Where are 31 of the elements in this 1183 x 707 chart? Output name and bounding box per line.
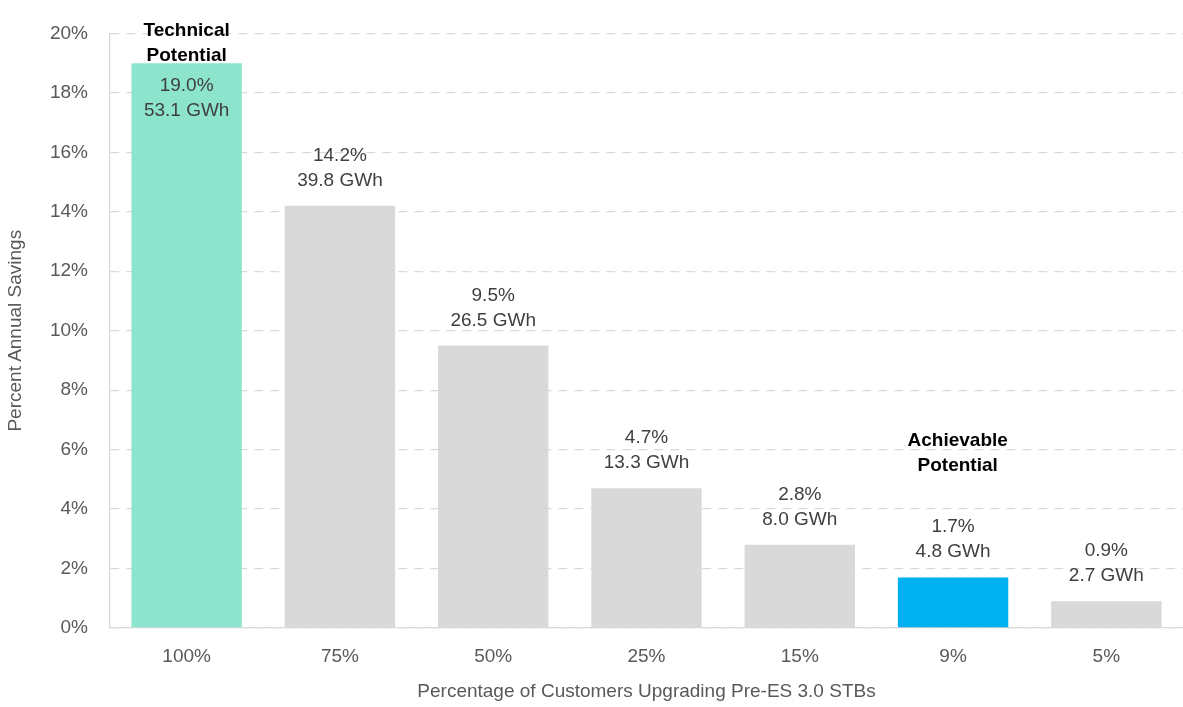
y-tick-label: 16% [49, 140, 89, 162]
y-tick-label: 18% [49, 81, 89, 103]
x-tick-label: 5% [1092, 644, 1121, 666]
y-tick-label: 14% [49, 200, 89, 222]
bar [131, 63, 242, 628]
y-tick-label: 20% [49, 21, 89, 43]
data-label: 0.9% 2.7 GWh [1068, 539, 1144, 586]
data-label: 19.0% 53.1 GWh [143, 74, 230, 121]
y-tick-label: 6% [60, 437, 89, 459]
data-label: 9.5% 26.5 GWh [450, 283, 536, 330]
y-tick-label: 12% [49, 259, 89, 281]
x-tick-label: 50% [474, 644, 513, 666]
y-tick-label: 10% [49, 318, 89, 340]
x-tick-label: 15% [780, 644, 819, 666]
bar [897, 577, 1009, 628]
x-tick-label: 100% [162, 644, 212, 666]
y-tick-label: 2% [60, 556, 89, 578]
data-label: 1.7% 4.8 GWh [915, 515, 991, 562]
annotation: Technical Potential [143, 19, 230, 66]
x-axis-title: Percentage of Customers Upgrading Pre-ES 3.0 STBs [417, 679, 876, 701]
data-label: 4.7% 13.3 GWh [603, 426, 690, 473]
x-tick-label: 25% [627, 644, 666, 666]
y-tick-label: 8% [60, 378, 89, 400]
data-label: 14.2% 39.8 GWh [297, 143, 383, 190]
y-tick-label: 0% [60, 616, 89, 638]
y-axis-title: Percent Annual Savings [3, 229, 25, 432]
x-tick-label: 9% [939, 644, 967, 666]
y-tick-label: 4% [60, 497, 89, 519]
data-label: 2.8% 8.0 GWh [762, 482, 838, 529]
x-tick-label: 75% [320, 644, 360, 666]
annotation: Achievable Potential [907, 429, 1008, 476]
